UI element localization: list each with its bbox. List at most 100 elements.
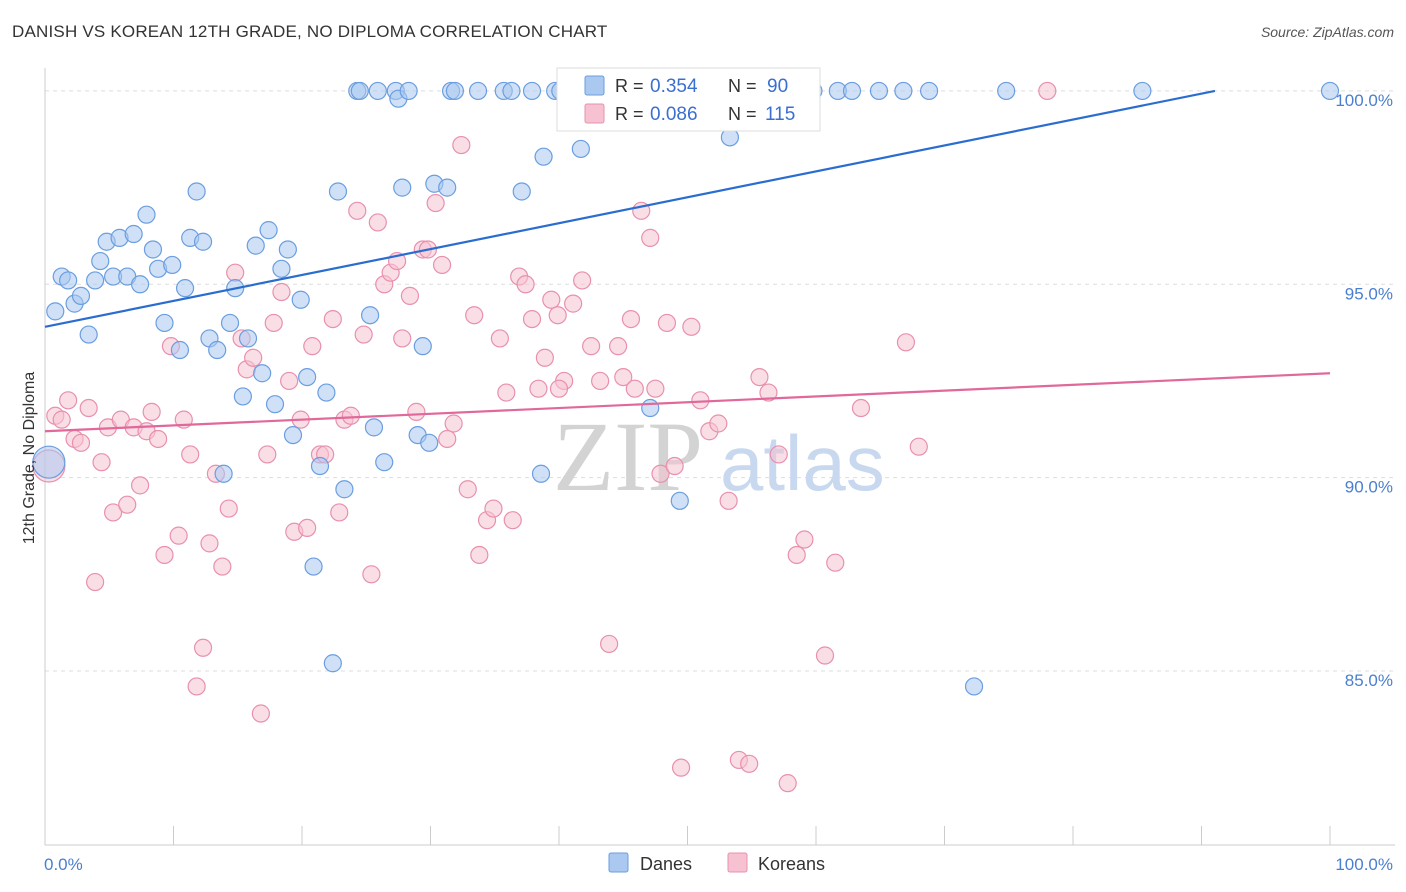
korean-point	[470, 545, 489, 565]
korean-point	[750, 367, 769, 387]
korean-point	[795, 530, 814, 549]
korean-point	[130, 476, 150, 495]
koreans-r-value: 0.086	[650, 104, 698, 125]
koreans-trendline	[44, 372, 1331, 433]
korean-point	[600, 634, 619, 654]
korean-point	[272, 282, 291, 302]
dane-point	[79, 325, 98, 344]
korean-point	[582, 337, 601, 356]
korean-point	[368, 213, 387, 232]
korean-point	[362, 565, 381, 584]
danes-r-value: 0.354	[650, 76, 698, 97]
korean-point	[896, 333, 916, 352]
korean-point	[323, 309, 342, 329]
watermark-atlas: atlas	[720, 419, 885, 507]
korean-point	[341, 406, 360, 425]
dane-point	[71, 286, 91, 305]
dane-point	[46, 302, 65, 321]
dane-point	[272, 259, 291, 278]
dane-point	[399, 81, 418, 101]
korean-point	[646, 379, 665, 398]
korean-point	[213, 557, 232, 576]
korean-point	[181, 445, 200, 464]
korean-point	[258, 445, 277, 464]
korean-point	[787, 545, 806, 565]
korean-point	[280, 371, 299, 391]
dane-point	[512, 182, 531, 201]
korean-point	[104, 503, 123, 522]
korean-point	[92, 453, 111, 472]
korean-point	[641, 228, 660, 247]
dane-point	[246, 236, 265, 255]
korean-point	[432, 255, 452, 275]
danes-legend-swatch	[584, 75, 605, 96]
korean-point	[719, 491, 738, 510]
koreans-legend-key	[727, 852, 748, 873]
korean-point	[393, 329, 412, 348]
danes-r-label: R =	[615, 76, 644, 96]
dane-point	[368, 81, 387, 101]
korean-point	[769, 445, 788, 464]
dane-point	[1133, 81, 1152, 101]
korean-point	[909, 437, 928, 456]
dane-point	[420, 433, 439, 452]
korean-point	[400, 286, 420, 305]
korean-point	[1038, 81, 1057, 101]
series-legend: Danes Koreans	[608, 852, 825, 874]
dane-point	[304, 557, 323, 576]
dane-point	[964, 677, 984, 696]
korean-point	[226, 263, 245, 282]
trendlines	[44, 89, 1331, 433]
korean-point	[573, 271, 592, 290]
dane-point	[278, 240, 297, 259]
korean-point	[497, 383, 516, 402]
dane-point	[534, 147, 553, 166]
korean-point	[244, 348, 263, 367]
korean-point	[657, 313, 677, 333]
korean-point	[118, 495, 137, 514]
y-tick-label: 85.0%	[1345, 671, 1393, 690]
korean-point	[452, 135, 471, 155]
dane-point	[163, 255, 182, 275]
dane-point	[130, 275, 150, 294]
korean-point	[407, 402, 426, 421]
dane-point	[997, 81, 1016, 101]
koreans-points	[32, 81, 1057, 793]
dane-point	[641, 398, 660, 418]
dane-point	[335, 480, 354, 499]
dane-point	[445, 81, 465, 101]
gridlines	[45, 90, 1395, 672]
korean-point	[564, 294, 583, 313]
dane-point	[59, 271, 78, 290]
danes-n-value: 90	[767, 76, 788, 97]
dane-point	[317, 383, 336, 402]
korean-point	[354, 325, 373, 344]
danes-legend-label: Danes	[640, 854, 692, 874]
dane-point	[502, 81, 521, 101]
korean-point	[682, 317, 701, 336]
korean-point	[187, 677, 206, 696]
koreans-r-label: R =	[615, 104, 644, 124]
korean-point	[516, 275, 535, 294]
korean-point	[251, 704, 270, 723]
korean-point	[169, 526, 188, 545]
dane-point	[364, 418, 384, 437]
koreans-n-value: 115	[765, 104, 795, 125]
korean-point	[671, 758, 691, 777]
dane-point	[571, 139, 590, 159]
korean-point	[529, 379, 548, 398]
koreans-legend-label: Koreans	[758, 854, 825, 874]
korean-point	[86, 572, 105, 592]
y-tick-labels: 85.0% 90.0% 95.0% 100.0%	[1335, 91, 1393, 690]
dane-point	[842, 81, 862, 101]
korean-point	[490, 329, 509, 348]
dane-point	[220, 313, 240, 333]
x-tick-labels: 0.0% 100.0%	[44, 855, 1393, 874]
dane-point	[522, 81, 542, 101]
dane-point	[323, 654, 342, 673]
koreans-legend-swatch	[584, 103, 605, 124]
dane-point	[468, 81, 488, 101]
y-tick-label: 95.0%	[1345, 284, 1393, 303]
dane-point	[91, 251, 110, 271]
korean-point	[851, 398, 871, 418]
